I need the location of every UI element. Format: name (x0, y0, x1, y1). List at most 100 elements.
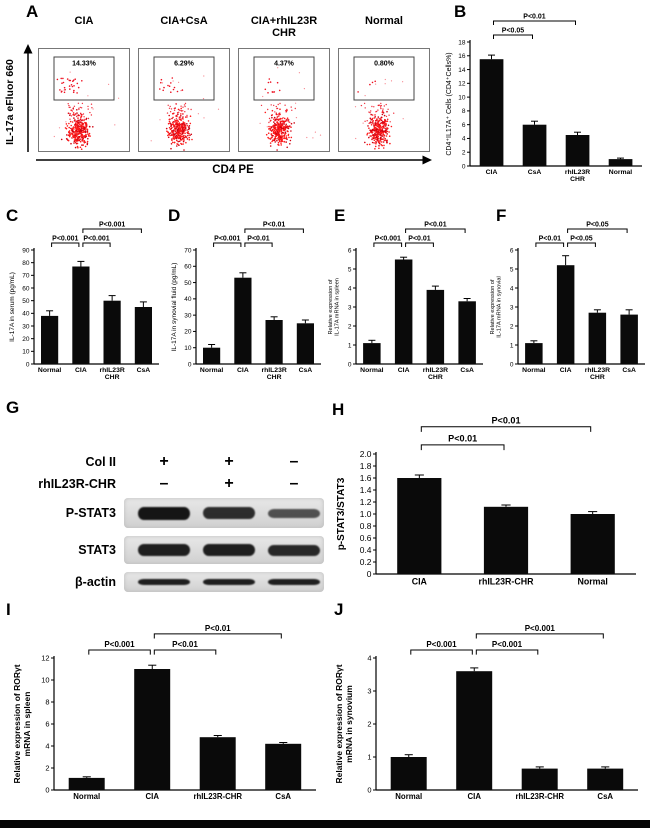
panel-b-label: B (454, 2, 467, 21)
significance-bracket (420, 444, 505, 451)
y-tick-label: 10 (22, 349, 30, 356)
gate-box (353, 56, 415, 101)
flow-plot: 14.33% (38, 48, 130, 152)
bar (608, 159, 633, 166)
x-category-label: rhIL23R-CHR (515, 792, 564, 801)
p-value-label: P<0.001 (426, 640, 457, 649)
p-value-label: P<0.001 (214, 236, 240, 243)
y-tick-label: 3 (510, 304, 514, 311)
blot-band (268, 579, 320, 585)
y-tick-label: 1.0 (360, 509, 372, 519)
y-tick-label: 8 (462, 108, 466, 115)
bar (103, 300, 121, 364)
y-tick-label: 0.2 (360, 557, 372, 567)
panel-j-label: J (334, 600, 344, 619)
x-category-label: CsA (137, 367, 151, 374)
gate-percentage: 4.37% (274, 61, 295, 68)
p-value-label: P<0.01 (172, 640, 198, 649)
bar (556, 265, 575, 364)
y-tick-label: 0.8 (360, 521, 372, 531)
blot-label: β-actin (75, 575, 116, 589)
flow-title: CIA (74, 15, 94, 27)
y-tick-label: 18 (458, 39, 466, 46)
y-tick-label: 30 (184, 312, 192, 319)
p-value-label: P<0.01 (247, 236, 269, 243)
blot-band (268, 508, 320, 518)
y-tick-label: 50 (184, 280, 192, 287)
bar (522, 124, 547, 166)
panel-f: F 0 1 2 3 4 5 6 Normal CIA rhIL23R CHR CsA P<0.01 P<0… (488, 204, 650, 396)
bar (296, 323, 314, 364)
y-tick-label: 3 (367, 687, 371, 696)
panel-d: D 0 10 20 30 40 50 60 70 Normal CIA rhIL23R CHR CsA P… (164, 204, 326, 396)
blot-strip (124, 498, 324, 528)
x-category-label: rhIL23R (261, 367, 286, 374)
x-category-label: CsA (460, 367, 474, 374)
x-category-label: Normal (360, 367, 384, 374)
blot-strip (124, 536, 324, 564)
significance-bracket (475, 649, 539, 655)
bar (570, 514, 615, 574)
x-category-label: rhIL23R-CHR (479, 576, 535, 586)
condition-value: – (289, 453, 299, 470)
y-axis-label: p-STAT3/STAT3 (336, 477, 347, 550)
y-tick-label: 50 (22, 298, 30, 305)
bar (479, 59, 504, 167)
panel-i-label: I (6, 600, 11, 619)
bar (199, 737, 236, 790)
y-tick-label: 10 (184, 345, 192, 352)
panel-i: I 0 2 4 6 8 10 12 Normal CIA rhIL23R-CHR CsA P<0.00… (4, 600, 326, 820)
y-tick-label: 40 (22, 311, 30, 318)
panel-f-label: F (496, 206, 507, 225)
bar (41, 315, 59, 364)
panel-c-chart: 0 10 20 30 40 50 60 70 80 90 Normal CIA rhIL23R CHR Cs… (4, 210, 162, 394)
flow-title: Normal (365, 15, 403, 27)
p-value-label: P<0.001 (99, 222, 125, 229)
y-tick-label: 2 (462, 150, 466, 157)
p-value-label: P<0.01 (424, 222, 446, 229)
y-tick-label: 1.2 (360, 497, 372, 507)
y-axis-label: Relative expression of RORγt (334, 664, 344, 783)
significance-bracket (213, 242, 242, 247)
x-category-label: CIA (75, 367, 87, 374)
bar (525, 343, 543, 364)
blot-label: STAT3 (78, 543, 116, 557)
y-tick-label: 70 (22, 273, 30, 280)
p-value-label: P<0.01 (539, 236, 561, 243)
y-tick-label: 12 (41, 654, 49, 663)
y-tick-label: 0 (367, 569, 372, 579)
dot-cloud (53, 71, 120, 150)
p-value-label: P<0.05 (586, 222, 608, 229)
y-tick-label: 0 (188, 361, 192, 368)
x-axis-arrowhead-icon (422, 155, 432, 165)
p-value-label: P<0.001 (375, 236, 401, 243)
x-category-label: CIA (412, 576, 428, 586)
panel-e-label: E (334, 206, 346, 225)
x-category-label: rhIL23R (423, 367, 448, 374)
bar (363, 343, 381, 364)
x-category-label: CIA (237, 367, 249, 374)
y-axis-label: IL-17A mRNA in synovial (497, 276, 503, 338)
flow-title: CIA+rhIL23R CHR (250, 15, 318, 39)
bar (265, 320, 283, 364)
panel-h-label: H (332, 400, 345, 419)
y-tick-label: 1 (367, 753, 371, 762)
blot-band (138, 579, 190, 585)
panel-d-label: D (168, 206, 181, 225)
y-tick-label: 1 (348, 342, 352, 349)
y-tick-label: 1.8 (360, 461, 372, 471)
p-value-label: P<0.01 (448, 434, 477, 444)
panel-a-axis-arrows (23, 44, 432, 165)
bar (203, 347, 221, 364)
condition-value: – (159, 475, 169, 492)
significance-bracket (244, 242, 273, 247)
p-value-label: P<0.05 (570, 236, 592, 243)
panel-g-label: G (6, 398, 20, 417)
significance-bracket (410, 649, 473, 655)
significance-bracket (153, 633, 282, 639)
condition-name: rhIL23R-CHR (38, 477, 116, 491)
bottom-bar (0, 820, 650, 828)
x-category-label: CIA (468, 792, 482, 801)
panel-j: J 0 1 2 3 4 Normal CIA rhIL23R-CHR CsA P<0.001 P<0… (330, 600, 648, 820)
